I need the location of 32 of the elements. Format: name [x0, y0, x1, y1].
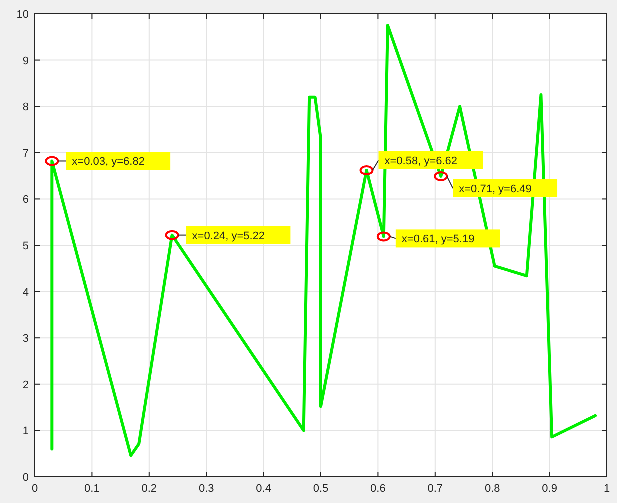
y-tick-label: 3: [22, 333, 29, 346]
x-tick-label: 0.6: [370, 483, 386, 495]
y-tick-label: 7: [22, 148, 29, 160]
y-tick-label: 4: [22, 286, 29, 299]
y-tick-label: 6: [22, 194, 29, 206]
x-tick-label: 0.9: [542, 483, 558, 495]
y-tick-label: 8: [22, 102, 29, 114]
y-tick-label: 2: [22, 379, 29, 392]
x-tick-label: 1: [604, 483, 610, 495]
x-tick-label: 0.8: [484, 483, 500, 495]
y-tick-label: 10: [16, 9, 29, 21]
x-tick-label: 0.4: [256, 483, 272, 495]
y-tick-label: 9: [22, 55, 29, 68]
y-tick-label: 5: [22, 240, 29, 252]
x-tick-label: 0.3: [198, 483, 214, 495]
x-tick-label: 0.1: [84, 483, 100, 495]
point: [165, 230, 180, 240]
annotation: x=0.58, y=6.62: [384, 155, 458, 168]
point: [360, 165, 374, 176]
x-tick-label: 0.7: [428, 483, 444, 495]
annotation: x=0.03, y=6.82: [72, 156, 145, 168]
x-tick-label: 0.5: [313, 483, 329, 495]
annotation: x=0.71, y=6.49: [459, 184, 532, 196]
annotation: x=0.61, y=5.19: [402, 234, 475, 246]
x-tick-label: 0.2: [142, 483, 158, 495]
y-tick-label: 0: [22, 472, 29, 484]
point: [45, 156, 60, 166]
point: [376, 232, 391, 242]
x-tick-label: 0: [32, 483, 38, 495]
annotation: x=0.24, y=5.22: [192, 230, 266, 242]
y-tick-label: 1: [22, 426, 29, 438]
point: [434, 172, 448, 182]
